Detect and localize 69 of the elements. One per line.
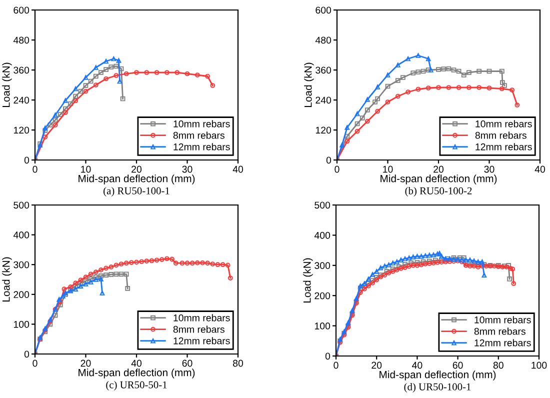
y-tick-label: 100: [14, 320, 30, 328]
y-tick-label: 360: [14, 66, 30, 74]
x-tick-label: 100: [532, 362, 547, 369]
legend-label: 10mm rebars: [174, 314, 230, 322]
y-tick-label: 120: [316, 126, 332, 134]
y-tick-label: 100: [314, 322, 330, 330]
y-tick-label: 600: [14, 6, 30, 14]
y-tick-label: 600: [316, 6, 332, 14]
x-tick-label: 60: [452, 362, 463, 369]
x-tick-label: 0: [32, 360, 38, 367]
y-tick-label: 500: [14, 202, 30, 209]
legend-label: 10mm rebars: [474, 316, 531, 324]
x-tick-label: 40: [534, 166, 546, 173]
x-tick-label: 10: [81, 166, 91, 173]
text: (c) UR50-50-1: [106, 381, 167, 390]
y-tick-label: 120: [14, 126, 30, 134]
legend-label: 12mm rebars: [476, 143, 532, 150]
legend-label: 10mm rebars: [174, 120, 230, 128]
x-tick-label: 40: [412, 362, 422, 369]
x-tick-label: 40: [131, 360, 142, 367]
x-tick-label: 20: [132, 166, 142, 173]
y-tick-label: 200: [314, 292, 330, 300]
y-tick-label: 360: [316, 66, 332, 74]
y-tick-label: 500: [314, 202, 330, 209]
x-tick-label: 40: [232, 166, 244, 173]
y-axis-title: Load (kN): [303, 258, 313, 303]
y-tick-label: 200: [14, 291, 30, 298]
legend-label: 8mm rebars: [173, 326, 224, 333]
y-axis-title: Load (kN): [2, 62, 12, 108]
y-tick-label: 0: [24, 156, 30, 164]
legend-label: 12mm rebars: [174, 337, 230, 344]
legend-label: 12mm rebars: [474, 339, 531, 346]
x-tick-label: 80: [233, 360, 244, 367]
y-axis-title: Load (kN): [2, 257, 12, 302]
y-tick-label: 400: [314, 232, 330, 239]
y-tick-label: 240: [316, 96, 332, 104]
x-tick-label: 20: [434, 166, 444, 173]
x-tick-label: 0: [32, 166, 38, 173]
y-tick-label: 480: [13, 36, 30, 44]
text: (b) RU50-100-2: [405, 187, 472, 196]
x-tick-label: 80: [493, 362, 504, 369]
y-axis-title: Load (kN): [304, 62, 314, 108]
y-tick-label: 480: [315, 36, 332, 44]
y-tick-label: 0: [325, 352, 330, 360]
x-tick-label: 10: [383, 166, 393, 173]
text: (a) RU50-100-1: [104, 187, 170, 196]
legend-label: 8mm rebars: [475, 132, 526, 139]
x-axis-title: Mid-span deflection (mm): [78, 174, 195, 184]
x-axis-title: Mid-span deflection (mm): [380, 174, 497, 184]
x-tick-label: 0: [334, 166, 340, 173]
y-tick-label: 0: [326, 156, 332, 164]
legend-label: 10mm rebars: [476, 120, 532, 128]
x-tick-label: 30: [484, 166, 494, 173]
x-tick-label: 20: [372, 362, 382, 369]
legend-label: 12mm rebars: [174, 143, 230, 150]
x-axis-title: Mid-span deflection (mm): [380, 370, 496, 380]
y-tick-label: 400: [13, 232, 30, 238]
y-tick-label: 300: [14, 261, 30, 268]
x-tick-label: 20: [80, 360, 91, 367]
text: (d) UR50-100-1: [404, 383, 471, 392]
y-tick-label: 240: [14, 96, 30, 104]
y-tick-label: 300: [314, 262, 330, 270]
x-tick-label: 60: [182, 360, 192, 367]
x-axis-title: Mid-span deflection (mm): [78, 368, 195, 378]
x-tick-label: 0: [334, 362, 338, 369]
x-tick-label: 30: [182, 166, 192, 173]
legend-label: 8mm rebars: [474, 328, 526, 335]
legend-label: 8mm rebars: [173, 132, 224, 139]
y-tick-label: 0: [24, 350, 30, 358]
